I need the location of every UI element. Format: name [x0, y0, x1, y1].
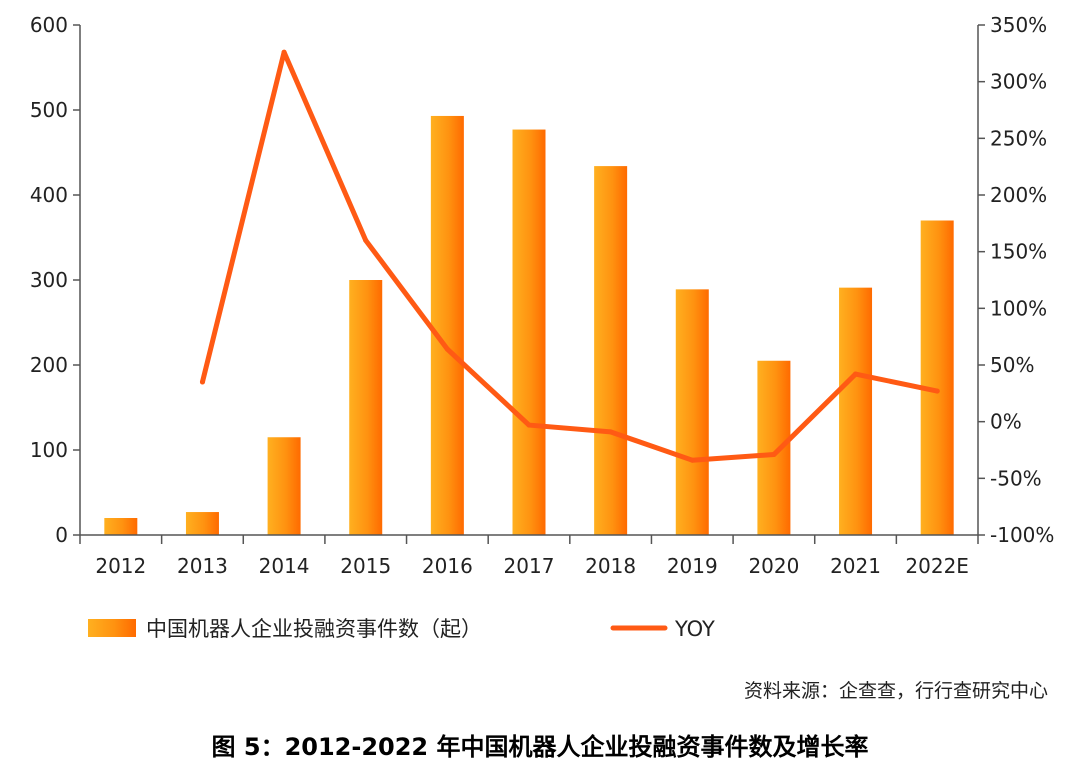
bar-2019 [675, 289, 709, 535]
right-tick-label: -50% [990, 466, 1042, 490]
x-tick-label: 2015 [340, 554, 391, 578]
x-tick-label: 2014 [259, 554, 310, 578]
bar-2018 [594, 166, 628, 535]
bar-2021 [839, 287, 873, 535]
right-tick-label: 100% [990, 296, 1047, 320]
left-tick-label: 300 [30, 268, 68, 292]
x-tick-label: 2012 [95, 554, 146, 578]
yoy-point-2021 [853, 371, 859, 377]
bar-2020 [757, 360, 791, 535]
left-tick-label: 200 [30, 353, 68, 377]
left-tick-label: 400 [30, 183, 68, 207]
x-tick-label: 2019 [667, 554, 718, 578]
bars-layer [104, 115, 954, 536]
yoy-point-2018 [608, 429, 614, 435]
bar-2017 [512, 129, 546, 536]
right-tick-label: 350% [990, 13, 1047, 37]
bar-2013 [185, 512, 219, 535]
source-note: 资料来源：企查查，行行查研究中心 [743, 680, 1048, 702]
bar-2012 [104, 518, 138, 535]
figure-caption: 图 5：2012-2022 年中国机器人企业投融资事件数及增长率 [211, 733, 869, 761]
right-tick-label: 150% [990, 240, 1047, 264]
bar-2014 [267, 437, 301, 535]
legend-line-label: YOY [674, 617, 715, 641]
yoy-point-2019 [689, 457, 695, 463]
bar-2022E [920, 220, 954, 535]
left-tick-label: 500 [30, 98, 68, 122]
axes-layer: 0 100 200 300 400 500 600 -100% -50% 0% 50% 100% 150… [30, 13, 1055, 578]
yoy-point-2017 [526, 422, 532, 428]
right-tick-label: 0% [990, 410, 1022, 434]
left-tick-label: 0 [55, 523, 68, 547]
x-tick-label: 2016 [422, 554, 473, 578]
left-tick-label: 600 [30, 13, 68, 37]
x-tick-label: 2018 [585, 554, 636, 578]
left-tick-label: 100 [30, 438, 68, 462]
yoy-line-layer [199, 49, 940, 463]
right-tick-label: 200% [990, 183, 1047, 207]
yoy-point-2022E [934, 388, 940, 394]
x-tick-label: 2022E [905, 554, 969, 578]
yoy-point-2020 [771, 452, 777, 458]
x-tick-label: 2017 [504, 554, 555, 578]
x-tick-label: 2021 [830, 554, 881, 578]
chart: 0 100 200 300 400 500 600 -100% -50% 0% 50% 100% 150… [30, 13, 1055, 641]
yoy-line [199, 49, 940, 463]
yoy-point-2016 [444, 346, 450, 352]
right-tick-label: 50% [990, 353, 1034, 377]
yoy-point-2014 [281, 49, 287, 55]
right-tick-label: -100% [990, 523, 1054, 547]
x-tick-label: 2020 [748, 554, 799, 578]
legend-bar-label: 中国机器人企业投融资事件数（起） [146, 617, 482, 641]
yoy-point-2013 [199, 379, 205, 385]
legend-bar-swatch [88, 619, 136, 637]
x-tick-label: 2013 [177, 554, 228, 578]
bar-2015 [349, 280, 383, 535]
yoy-point-2015 [363, 237, 369, 243]
bar-2016 [430, 115, 464, 535]
legend: 中国机器人企业投融资事件数（起） YOY [88, 617, 715, 641]
right-tick-label: 250% [990, 126, 1047, 150]
right-tick-label: 300% [990, 70, 1047, 94]
